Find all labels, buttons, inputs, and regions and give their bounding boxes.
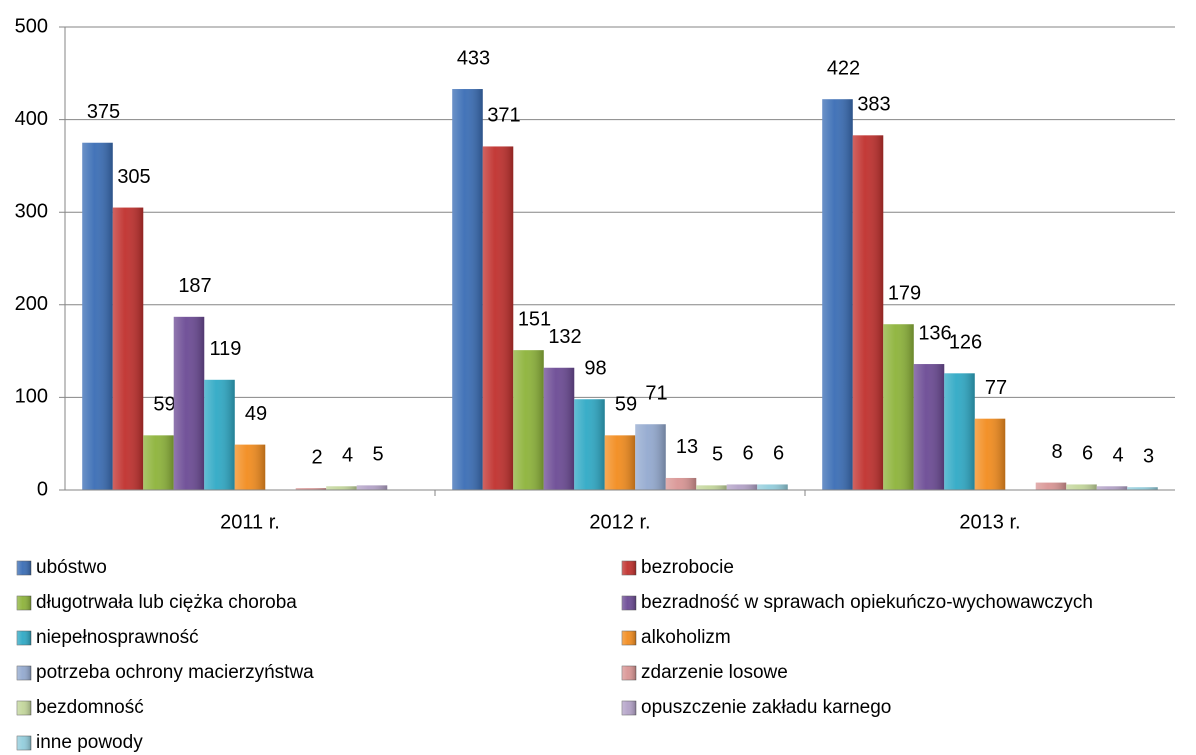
legend-swatch-shade <box>622 666 636 680</box>
bar-shade <box>234 444 266 490</box>
bar-shade <box>356 485 388 490</box>
legend-label: opuszczenie zakładu karnego <box>641 697 891 718</box>
data-label: 179 <box>888 283 921 305</box>
y-tick-label: 400 <box>15 108 48 130</box>
data-label: 2 <box>311 446 322 468</box>
legend: ubóstwo bezrobocie długotrwała lub ciężka … <box>16 557 1093 753</box>
legend-swatch-shade <box>17 631 31 645</box>
legend-label: inne powody <box>36 732 143 753</box>
bar-shade <box>482 146 514 491</box>
data-label: 4 <box>1112 445 1123 467</box>
data-label: 5 <box>712 444 723 466</box>
bar-shade <box>913 364 945 490</box>
bar-shade <box>204 379 235 490</box>
bar-shade <box>944 373 975 490</box>
legend-label: ubóstwo <box>36 557 107 578</box>
bar-shade <box>82 142 113 490</box>
bar-shade <box>452 89 483 491</box>
data-label: 375 <box>87 101 120 123</box>
legend-label: alkoholizm <box>641 627 731 648</box>
bar-shade <box>143 435 174 490</box>
data-label: 132 <box>548 326 581 348</box>
x-tick-label: 2012 r. <box>589 511 650 533</box>
legend-swatch-shade <box>17 701 31 715</box>
bar-shade <box>604 435 636 490</box>
legend-swatch-shade <box>622 596 636 610</box>
data-label: 187 <box>178 275 211 297</box>
data-label: 71 <box>645 383 667 405</box>
data-label: 59 <box>615 394 637 416</box>
bar-shade <box>852 135 884 491</box>
data-label: 3 <box>1143 446 1154 468</box>
x-tick-label: 2013 r. <box>959 511 1020 533</box>
bar-shade <box>1035 482 1067 490</box>
data-label: 119 <box>210 338 242 360</box>
legend-swatch-shade <box>622 561 636 575</box>
bar-shade <box>1127 487 1158 490</box>
data-label: 6 <box>742 443 753 465</box>
y-tick-label: 300 <box>15 200 48 222</box>
data-label: 136 <box>918 322 951 344</box>
y-tick-label: 0 <box>37 478 48 500</box>
bar-shade <box>696 485 727 490</box>
bar-shade <box>1066 484 1097 490</box>
bar-shade <box>173 316 205 490</box>
legend-label: zdarzenie losowe <box>641 662 788 683</box>
y-tick-label: 200 <box>15 293 48 315</box>
bar-shade <box>574 399 605 490</box>
legend-label: bezradność w sprawach opiekuńczo-wychowa… <box>641 592 1093 613</box>
legend-label: długotrwała lub ciężka choroba <box>36 592 297 613</box>
data-label: 6 <box>773 443 784 465</box>
data-label: 6 <box>1082 443 1093 465</box>
legend-swatch-shade <box>17 666 31 680</box>
x-tick-label: 2011 r. <box>220 511 280 533</box>
legend-swatch-shade <box>17 596 31 610</box>
data-label: 4 <box>342 445 353 467</box>
legend-label: bezrobocie <box>641 557 734 578</box>
data-label: 422 <box>827 58 860 80</box>
bar-shade <box>635 424 666 490</box>
legend-label: potrzeba ochrony macierzyństwa <box>36 662 314 683</box>
data-label: 98 <box>584 358 606 380</box>
legend-swatch-shade <box>17 561 31 575</box>
bar-shade <box>112 207 144 490</box>
bar-shade <box>513 350 544 490</box>
data-label: 383 <box>857 94 890 116</box>
bar-shade <box>665 477 697 490</box>
data-label: 49 <box>245 403 267 425</box>
data-label: 5 <box>372 444 383 466</box>
bar-shade <box>326 486 357 490</box>
legend-label: bezdomność <box>36 697 144 718</box>
y-tick-label: 100 <box>15 386 48 408</box>
data-label: 77 <box>985 377 1007 399</box>
bar-shade <box>543 367 575 490</box>
data-label: 59 <box>153 394 175 416</box>
data-label: 433 <box>457 47 490 69</box>
bar-shade <box>822 99 853 490</box>
bar-shade <box>883 324 914 490</box>
bar-shade <box>726 484 758 490</box>
y-tick-label: 500 <box>15 15 48 37</box>
data-label: 305 <box>117 166 150 188</box>
legend-swatch-shade <box>622 631 636 645</box>
legend-swatch-shade <box>17 736 31 750</box>
bar-shade <box>974 418 1006 490</box>
data-label: 8 <box>1051 441 1062 463</box>
data-label: 371 <box>487 105 520 127</box>
data-label: 151 <box>518 308 551 330</box>
data-label: 13 <box>676 436 698 458</box>
legend-swatch-shade <box>622 701 636 715</box>
data-label: 126 <box>949 332 982 354</box>
legend-label: niepełnosprawność <box>36 627 199 648</box>
bar-shade <box>1096 486 1128 490</box>
bar-shade <box>757 484 788 490</box>
bar-shade <box>295 488 327 490</box>
